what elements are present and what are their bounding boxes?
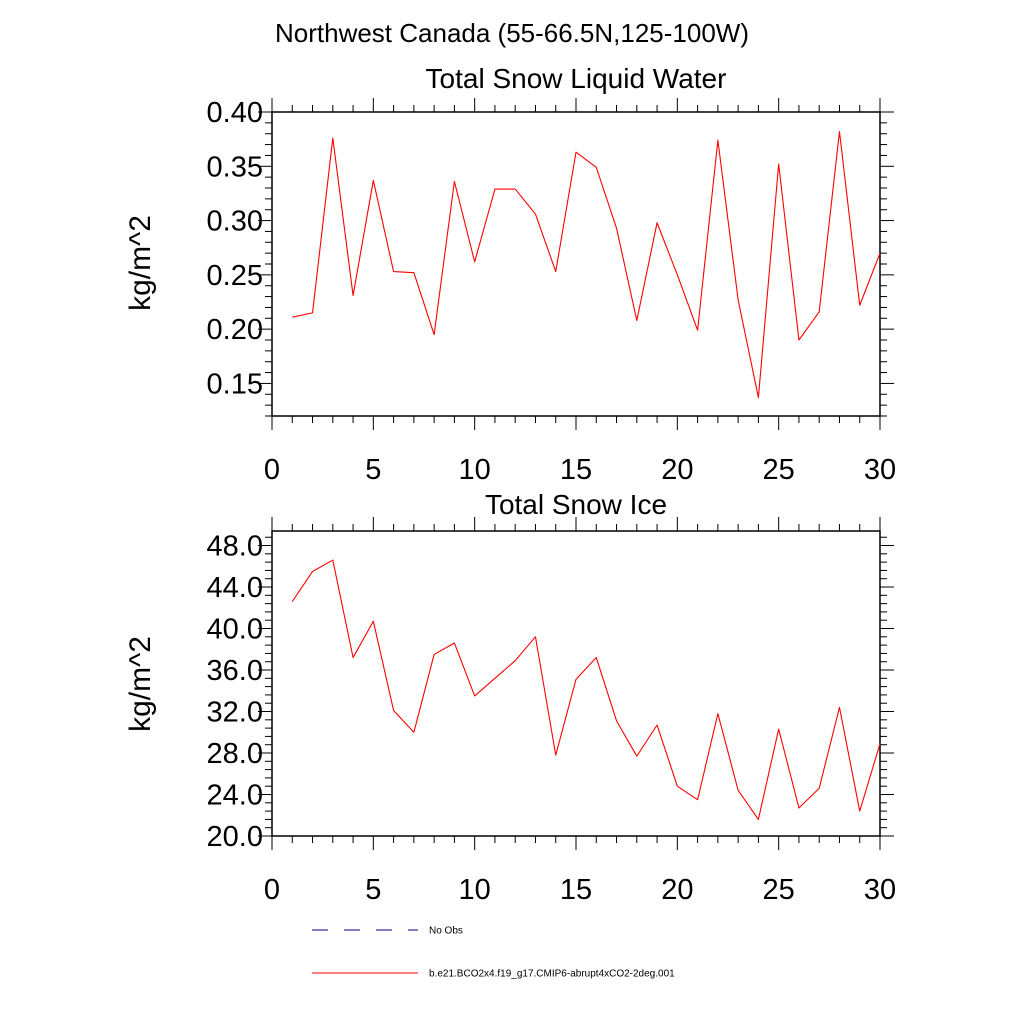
x-tick-label: 15 (560, 454, 592, 486)
tick-marks (258, 517, 894, 850)
y-tick-label: 0.20 (207, 314, 263, 346)
y-tick-label: 48.0 (207, 531, 263, 563)
y-tick-label: 44.0 (207, 572, 263, 604)
series-group (292, 130, 881, 399)
series-line (292, 130, 881, 399)
x-tick-labels: 0 5 10 15 20 25 30 (264, 454, 896, 486)
y-tick-label: 0.40 (207, 97, 263, 129)
legend-entry-no-obs: No Obs (312, 926, 463, 937)
x-tick-label: 20 (661, 874, 693, 906)
x-tick-label: 5 (365, 874, 381, 906)
x-tick-label: 25 (763, 454, 795, 486)
legend-label: No Obs (429, 926, 463, 937)
x-tick-label: 20 (661, 454, 693, 486)
x-tick-label: 30 (864, 454, 896, 486)
x-tick-label: 10 (459, 874, 491, 906)
y-tick-label: 20.0 (207, 821, 263, 853)
y-tick-label: 32.0 (207, 697, 263, 729)
series-group (291, 559, 881, 820)
y-tick-label: 28.0 (207, 738, 263, 770)
plot-frame (271, 111, 881, 417)
panel-title: Total Snow Liquid Water (426, 63, 727, 94)
x-tick-label: 25 (763, 874, 795, 906)
x-tick-label: 30 (864, 874, 896, 906)
y-tick-labels: 20.0 24.0 28.0 32.0 36.0 40.0 44.0 48.0 (207, 531, 263, 853)
legend-label: b.e21.BCO2x4.f19_g17.CMIP6-abrupt4xCO2-2… (429, 969, 675, 980)
x-tick-label: 0 (264, 454, 280, 486)
y-tick-labels: 0.15 0.20 0.25 0.30 0.35 0.40 (207, 97, 263, 400)
y-axis-label: kg/m^2 (124, 215, 157, 311)
plot-frame (271, 530, 881, 837)
x-tick-labels: 0 5 10 15 20 25 30 (264, 874, 896, 906)
x-tick-label: 0 (264, 874, 280, 906)
y-tick-label: 36.0 (207, 655, 263, 687)
panel-title: Total Snow Ice (485, 489, 667, 520)
x-tick-label: 5 (365, 454, 381, 486)
figure-suptitle: Northwest Canada (55-66.5N,125-100W) (275, 18, 749, 48)
legend-entry-model: b.e21.BCO2x4.f19_g17.CMIP6-abrupt4xCO2-2… (312, 969, 675, 980)
y-tick-label: 0.35 (207, 151, 263, 183)
y-tick-label: 0.30 (207, 206, 263, 238)
panel-snow-ice: Total Snow Ice kg/m^2 20.0 24.0 28.0 32.0 36… (124, 489, 896, 906)
y-tick-label: 0.25 (207, 260, 263, 292)
panel-snow-liquid-water: Total Snow Liquid Water kg/m^2 0.150.200… (124, 63, 896, 486)
y-tick-label: 0.15 (207, 368, 263, 400)
legend: No Obs b.e21.BCO2x4.f19_g17.CMIP6-abrupt… (312, 926, 675, 980)
tick-marks (258, 98, 894, 430)
x-tick-label: 15 (560, 874, 592, 906)
y-axis-label: kg/m^2 (124, 636, 157, 732)
x-tick-label: 10 (459, 454, 491, 486)
y-tick-label: 40.0 (207, 614, 263, 646)
y-tick-label: 24.0 (207, 780, 263, 812)
series-line (291, 559, 881, 820)
